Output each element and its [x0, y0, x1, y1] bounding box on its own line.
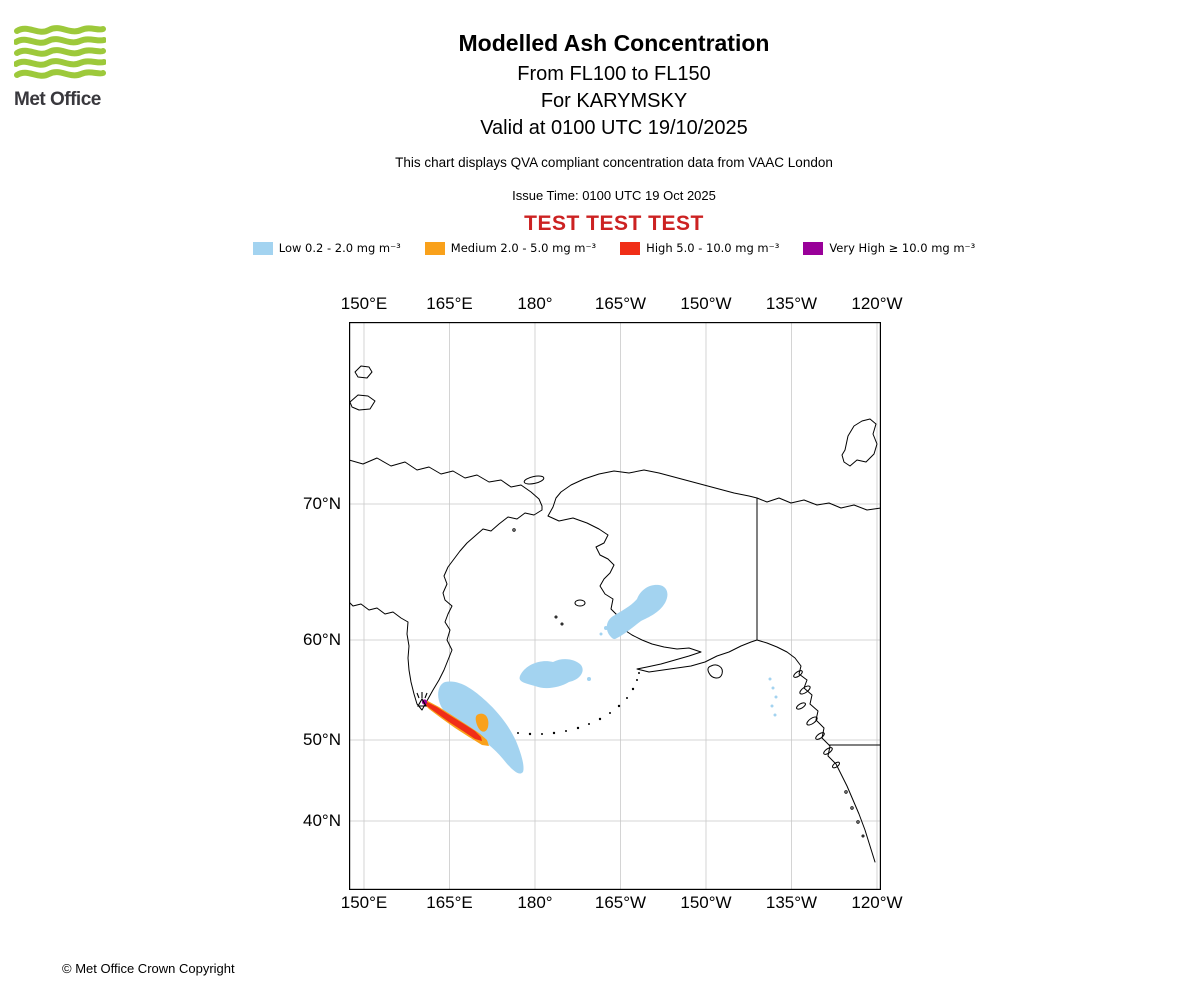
low-swatch-icon [252, 241, 273, 255]
island-se-alaska [799, 685, 811, 695]
island-small [850, 806, 854, 810]
island-se-alaska [796, 702, 806, 710]
lon-tick-label-bottom: 120°W [851, 893, 903, 912]
copyright-notice: © Met Office Crown Copyright [62, 961, 235, 976]
legend-label-medium: Medium 2.0 - 5.0 mg m⁻³ [450, 241, 597, 255]
lat-tick-label: 40°N [303, 811, 341, 830]
coastlines [349, 365, 881, 863]
lon-tick-label-top: 120°W [851, 294, 903, 313]
ash-concentration-map [349, 322, 881, 890]
chart-description: This chart displays QVA compliant concen… [395, 155, 833, 170]
lon-tick-label-bottom: 150°E [340, 893, 388, 912]
legend: Low 0.2 - 2.0 mg m⁻³ Medium 2.0 - 5.0 mg… [14, 241, 1200, 255]
plume-high-concentration [424, 701, 482, 741]
lon-tick-label-bottom: 180° [517, 893, 553, 912]
lon-tick-label-top: 150°E [340, 294, 388, 313]
island-small [861, 834, 865, 838]
legend-label-very-high: Very High ≥ 10.0 mg m⁻³ [829, 241, 976, 255]
lat-tick-label: 70°N [303, 494, 341, 513]
lat-tick-label: 50°N [303, 730, 341, 749]
island-pribilof [560, 622, 564, 626]
island-se-alaska [806, 716, 818, 726]
island-st-lawrence [523, 475, 545, 485]
legend-label-low: Low 0.2 - 2.0 mg m⁻³ [278, 241, 401, 255]
lon-tick-label-bottom: 150°W [680, 893, 732, 912]
coast-alaska-south [547, 515, 876, 863]
met-office-logo-text: Met Office [14, 89, 101, 110]
island-se-alaska [832, 761, 840, 769]
map-gridlines [349, 322, 881, 890]
very-high-swatch-icon [803, 241, 824, 255]
test-banner: TEST TEST TEST [524, 212, 704, 235]
high-swatch-icon [620, 241, 641, 255]
island-se-alaska [823, 747, 833, 755]
legend-item-low: Low 0.2 - 2.0 mg m⁻³ [252, 241, 401, 255]
island-pribilof [554, 615, 558, 619]
lon-tick-label-top: 180° [517, 294, 553, 313]
island-nunivak [574, 599, 586, 607]
lon-tick-label-bottom: 165°W [594, 893, 647, 912]
valid-time-subtitle: Valid at 0100 UTC 19/10/2025 [480, 117, 748, 139]
coast-alaska-north [547, 469, 881, 517]
volcano-marker-icon [416, 692, 428, 707]
met-office-logo: Met Office [13, 24, 124, 111]
page-title: Modelled Ash Concentration [458, 30, 770, 56]
flight-level-subtitle: From FL100 to FL150 [517, 63, 711, 85]
lat-tick-label: 60°N [303, 630, 341, 649]
island-small [512, 528, 516, 532]
island-se-alaska [793, 670, 803, 678]
legend-item-medium: Medium 2.0 - 5.0 mg m⁻³ [424, 241, 597, 255]
lon-tick-label-bottom: 165°E [426, 893, 473, 912]
island-small [844, 790, 848, 794]
legend-label-high: High 5.0 - 10.0 mg m⁻³ [646, 241, 780, 255]
lon-tick-label-bottom: 135°W [765, 893, 818, 912]
met-office-waves-icon [13, 25, 107, 79]
lon-tick-label-top: 150°W [680, 294, 732, 313]
legend-item-very-high: Very High ≥ 10.0 mg m⁻³ [803, 241, 975, 255]
header: Modelled Ash Concentration From FL100 to… [14, 30, 1200, 236]
issue-time: Issue Time: 0100 UTC 19 Oct 2025 [512, 188, 716, 203]
island-top-right [841, 418, 878, 467]
island-arctic-2 [349, 394, 376, 411]
island-small [856, 820, 860, 824]
medium-swatch-icon [424, 241, 445, 255]
island-kodiak [707, 664, 723, 679]
map-border [349, 322, 881, 890]
island-se-alaska [815, 732, 825, 740]
volcano-subtitle: For KARYMSKY [540, 90, 688, 112]
lon-tick-label-top: 165°E [426, 294, 473, 313]
lon-tick-label-top: 165°W [594, 294, 647, 313]
legend-item-high: High 5.0 - 10.0 mg m⁻³ [620, 241, 779, 255]
plume-low-concentration [438, 584, 778, 774]
coast-siberia-kamchatka [349, 457, 543, 711]
lon-tick-label-top: 135°W [765, 294, 818, 313]
island-arctic-1 [354, 365, 373, 379]
